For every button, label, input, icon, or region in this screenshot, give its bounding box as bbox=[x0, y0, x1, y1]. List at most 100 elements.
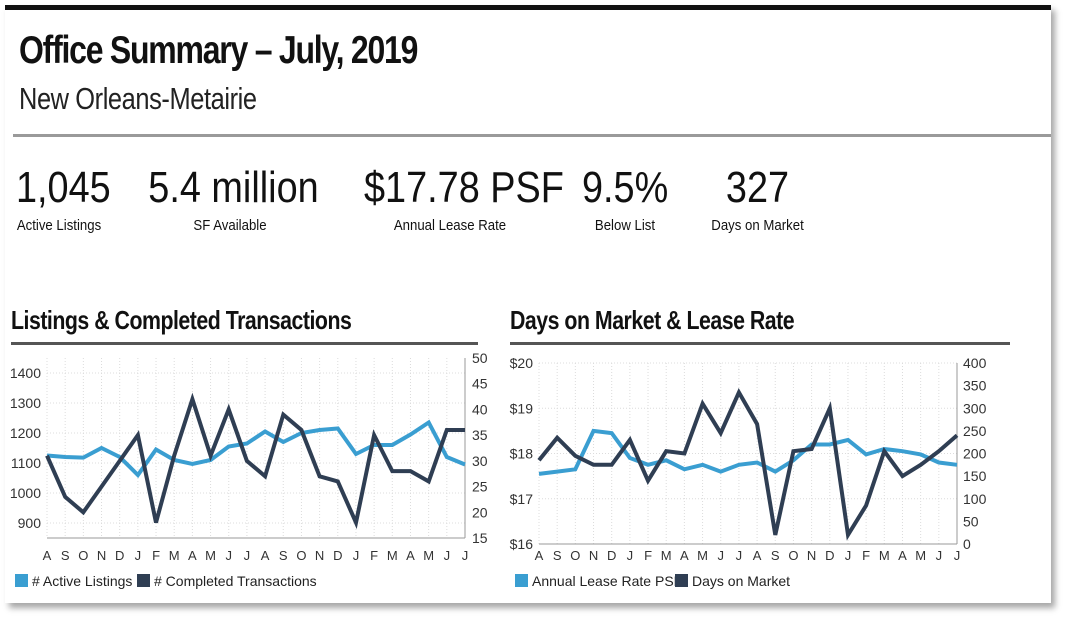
right-axis-tick-label: 50 bbox=[963, 513, 979, 529]
right-axis-tick-label: 250 bbox=[963, 423, 987, 439]
left-axis-tick-label: 1100 bbox=[11, 455, 41, 471]
x-axis-tick-label: F bbox=[152, 548, 160, 563]
stat-value: 1,045 bbox=[16, 163, 111, 212]
right-axis-tick-label: 35 bbox=[472, 427, 488, 443]
x-axis-tick-label: M bbox=[169, 548, 180, 563]
x-axis-tick-label: A bbox=[261, 548, 270, 563]
chart-divider-listings bbox=[11, 342, 478, 345]
x-axis-tick-label: O bbox=[296, 548, 306, 563]
x-axis-tick-label: J bbox=[244, 548, 251, 563]
legend-swatch bbox=[675, 574, 688, 587]
x-axis-tick-label: J bbox=[936, 548, 943, 563]
right-axis-tick-label: 25 bbox=[472, 479, 488, 495]
x-axis-tick-label: O bbox=[570, 548, 580, 563]
chart-title-listings: Listings & Completed Transactions bbox=[11, 305, 352, 335]
x-axis-tick-label: F bbox=[644, 548, 652, 563]
stat-label: Below List bbox=[594, 217, 656, 234]
left-axis-tick-label: $17 bbox=[510, 491, 534, 507]
x-axis-tick-label: J bbox=[225, 548, 232, 563]
x-axis-tick-label: N bbox=[315, 548, 324, 563]
x-axis-tick-label: J bbox=[444, 548, 451, 563]
stat-lease-rate: $17.78 PSF Annual Lease Rate bbox=[350, 165, 564, 235]
stat-label: Active Listings bbox=[16, 217, 102, 234]
x-axis-tick-label: N bbox=[589, 548, 598, 563]
stat-label: Annual Lease Rate bbox=[393, 217, 507, 234]
x-axis-tick-label: S bbox=[771, 548, 780, 563]
x-axis-tick-label: J bbox=[717, 548, 724, 563]
page-subtitle: New Orleans-Metairie bbox=[19, 81, 257, 116]
x-axis-tick-label: M bbox=[697, 548, 708, 563]
x-axis-tick-label: M bbox=[661, 548, 672, 563]
x-axis-tick-label: J bbox=[353, 548, 360, 563]
stat-value: 5.4 million bbox=[148, 163, 319, 212]
x-axis-tick-label: J bbox=[462, 548, 469, 563]
legend-swatch bbox=[15, 574, 28, 587]
right-axis-tick-label: 45 bbox=[472, 376, 488, 392]
x-axis-tick-label: M bbox=[915, 548, 926, 563]
x-axis-tick-label: A bbox=[43, 548, 52, 563]
right-axis-tick-label: 200 bbox=[963, 446, 987, 462]
legend-swatch bbox=[137, 574, 150, 587]
x-axis-tick-label: O bbox=[78, 548, 88, 563]
right-axis-tick-label: 100 bbox=[963, 491, 987, 507]
x-axis-tick-label: N bbox=[807, 548, 816, 563]
right-axis-tick-label: 15 bbox=[472, 530, 488, 546]
x-axis-tick-label: A bbox=[188, 548, 197, 563]
x-axis-tick-label: J bbox=[135, 548, 142, 563]
right-axis-tick-label: 150 bbox=[963, 468, 987, 484]
stat-days-on-market: 327 Days on Market bbox=[705, 163, 810, 235]
x-axis-tick-label: A bbox=[535, 548, 544, 563]
chart-divider-days-market bbox=[510, 342, 1010, 345]
right-axis-tick-label: 0 bbox=[963, 536, 971, 552]
right-axis-tick-label: 50 bbox=[472, 350, 488, 366]
x-axis-tick-label: A bbox=[753, 548, 762, 563]
right-axis-tick-label: 300 bbox=[963, 400, 987, 416]
left-axis-tick-label: $16 bbox=[510, 536, 534, 552]
x-axis-tick-label: S bbox=[279, 548, 288, 563]
days-market-lease-chart: $16 $17 $18 $19 $20 0 50 100 150 200 250 300 350 400 A… bbox=[510, 355, 987, 589]
x-axis-tick-label: M bbox=[423, 548, 434, 563]
x-axis-tick-label: D bbox=[333, 548, 342, 563]
summary-card: Office Summary – July, 2019 New Orleans-… bbox=[5, 5, 1051, 603]
x-axis-tick-label: A bbox=[406, 548, 415, 563]
x-axis-tick-label: M bbox=[387, 548, 398, 563]
right-axis-tick-label: 40 bbox=[472, 401, 488, 417]
legend-swatch bbox=[515, 574, 528, 587]
x-axis-tick-label: D bbox=[115, 548, 124, 563]
legend-label: # Completed Transactions bbox=[154, 573, 317, 589]
legend-label: Days on Market bbox=[692, 573, 790, 589]
stat-below-list: 9.5% Below List bbox=[575, 163, 675, 235]
stat-value: 327 bbox=[725, 163, 790, 212]
right-axis-tick-label: 350 bbox=[963, 378, 987, 394]
header-divider bbox=[13, 134, 1051, 137]
x-axis-tick-label: M bbox=[205, 548, 216, 563]
x-axis-tick-label: J bbox=[627, 548, 634, 563]
x-axis-tick-label: D bbox=[825, 548, 834, 563]
stat-value: 9.5% bbox=[582, 163, 669, 212]
series-line-active-listings bbox=[46, 419, 466, 479]
chart-title-days-market: Days on Market & Lease Rate bbox=[510, 305, 795, 335]
stat-active-listings: 1,045 Active Listings bbox=[9, 163, 111, 235]
left-axis-tick-label: 1200 bbox=[10, 425, 41, 441]
left-axis-tick-label: $18 bbox=[510, 446, 534, 462]
legend-label: # Active Listings bbox=[32, 573, 132, 589]
x-axis-tick-label: N bbox=[97, 548, 106, 563]
series-line-annual-lease-rate-psf bbox=[538, 428, 958, 476]
legend-label: Annual Lease Rate PSF bbox=[532, 573, 682, 589]
x-axis-tick-label: O bbox=[788, 548, 798, 563]
left-axis-tick-label: 1400 bbox=[10, 365, 41, 381]
x-axis-tick-label: S bbox=[553, 548, 562, 563]
top-rule bbox=[5, 5, 1051, 10]
x-axis-tick-label: F bbox=[370, 548, 378, 563]
series-line-completed-transactions bbox=[45, 392, 465, 530]
page-title: Office Summary – July, 2019 bbox=[19, 29, 418, 72]
right-axis-tick-label: 400 bbox=[963, 355, 987, 371]
stat-label: SF Available bbox=[193, 217, 267, 234]
listings-transactions-chart: 900 1000 1100 1200 1300 1400 15 20 25 30 35 40 45 50 A… bbox=[10, 350, 488, 589]
series-line-days-on-market bbox=[537, 387, 959, 541]
left-axis-tick-label: $19 bbox=[510, 400, 534, 416]
x-axis-tick-label: A bbox=[680, 548, 689, 563]
stat-label: Days on Market bbox=[711, 217, 804, 234]
x-axis-tick-label: J bbox=[736, 548, 743, 563]
stat-sf-available: 5.4 million SF Available bbox=[135, 163, 325, 235]
